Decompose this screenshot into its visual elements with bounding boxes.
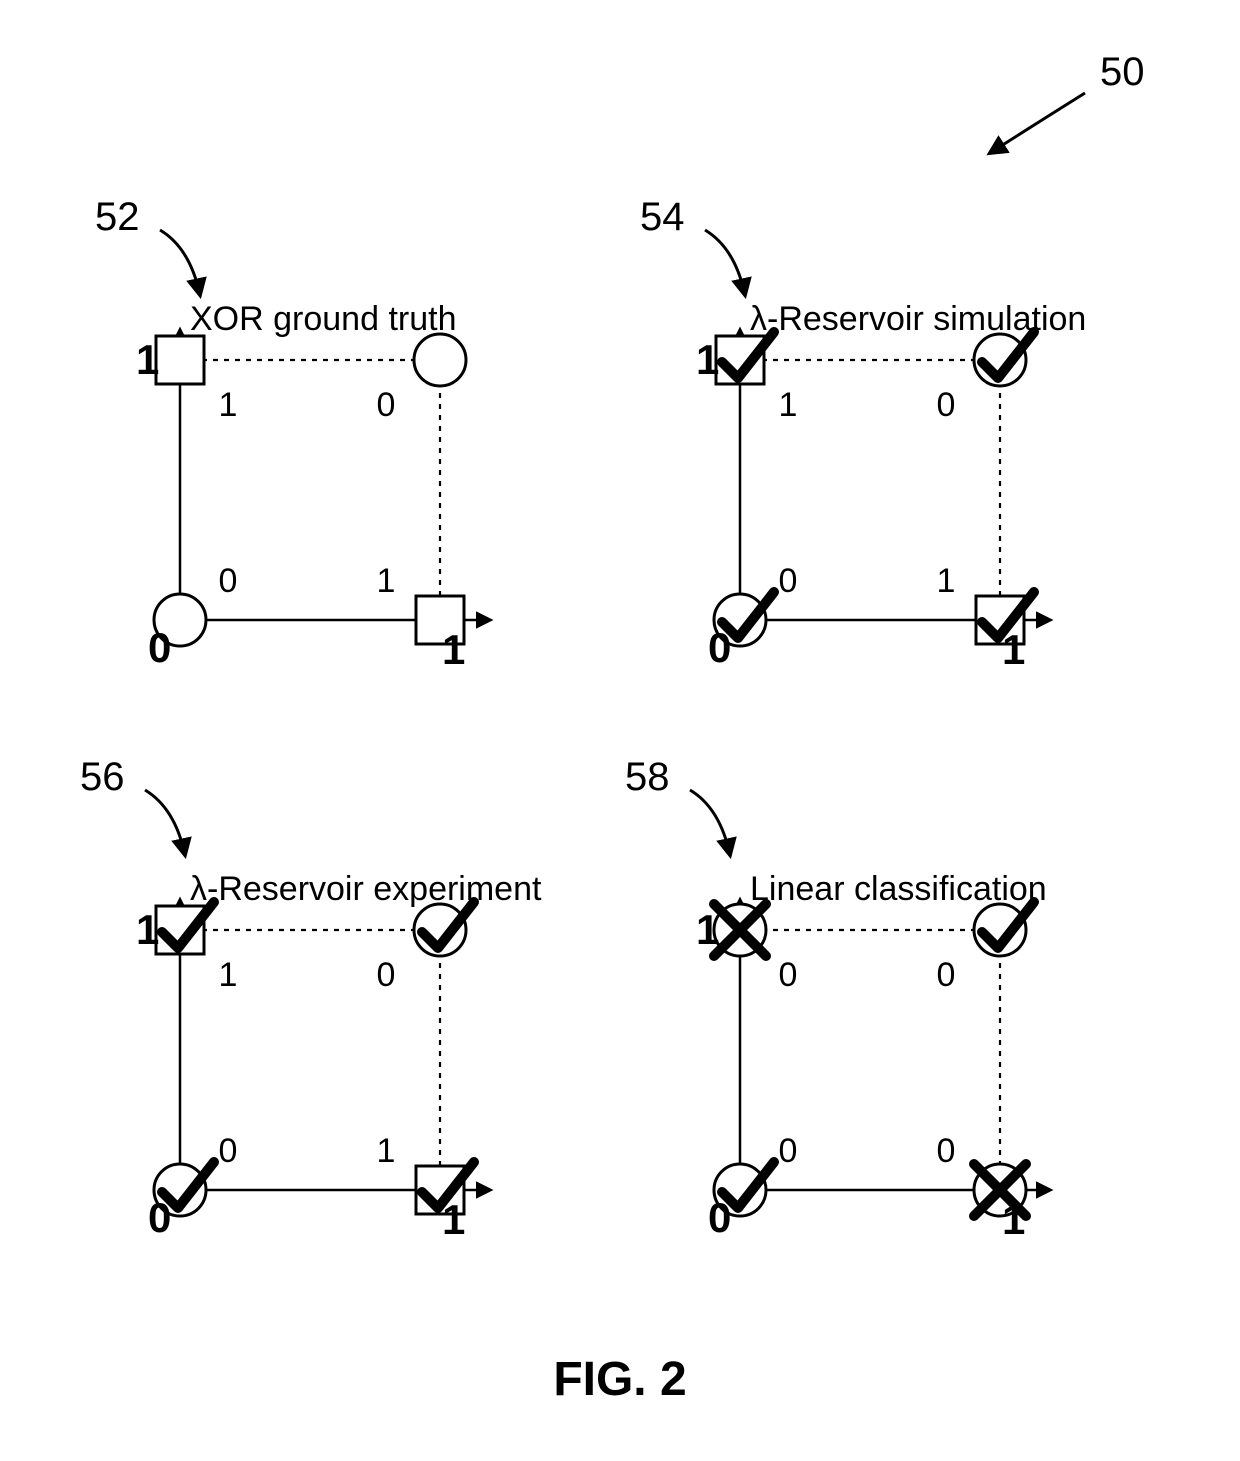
inner-label: 0	[779, 956, 798, 994]
panel-ref-52: 52	[95, 195, 140, 239]
inner-label: 0	[377, 386, 396, 424]
axis-label-0: 0	[708, 1194, 731, 1241]
inner-label: 0	[219, 1132, 238, 1170]
figure-svg: 50 52 XOR ground truth 1 0 0 1 0 1 1 54 λ-Reservoir…	[0, 0, 1240, 1461]
figure-caption: FIG. 2	[553, 1353, 686, 1406]
inner-label: 0	[779, 1132, 798, 1170]
inner-label: 0	[219, 562, 238, 600]
inner-label: 0	[937, 1132, 956, 1170]
inner-label: 1	[377, 562, 396, 600]
panel-title: XOR ground truth	[190, 300, 456, 338]
panel-ref-arrow	[160, 230, 200, 295]
inner-label: 1	[937, 562, 956, 600]
axis-label-x1: 1	[442, 626, 465, 673]
inner-label: 0	[779, 562, 798, 600]
panel-ref-58: 58	[625, 755, 670, 799]
axis-label-x1: 1	[442, 1196, 465, 1243]
figure-ref-50-arrow	[990, 93, 1085, 153]
inner-label: 1	[219, 386, 238, 424]
inner-label: 1	[377, 1132, 396, 1170]
panel-title: λ-Reservoir experiment	[190, 870, 542, 908]
panel-ref-54: 54	[640, 195, 685, 239]
axis-label-x1: 1	[1002, 626, 1025, 673]
axis-label-y1: 1	[696, 336, 719, 383]
inner-label: 0	[377, 956, 396, 994]
node-square	[156, 336, 204, 384]
panel-ref-56: 56	[80, 755, 125, 799]
axis-label-x1: 1	[1002, 1196, 1025, 1243]
inner-label: 0	[937, 386, 956, 424]
figure-ref-50: 50	[1100, 50, 1145, 94]
axis-label-y1: 1	[136, 906, 159, 953]
inner-label: 0	[937, 956, 956, 994]
inner-label: 1	[219, 956, 238, 994]
panel-ref-arrow	[145, 790, 185, 855]
node-circle	[414, 334, 466, 386]
axis-label-0: 0	[148, 1194, 171, 1241]
axis-label-y1: 1	[136, 336, 159, 383]
inner-label: 1	[779, 386, 798, 424]
panel-ref-arrow	[705, 230, 745, 295]
axis-label-0: 0	[708, 624, 731, 671]
panel-title: Linear classification	[750, 870, 1047, 908]
panel-ref-arrow	[690, 790, 730, 855]
axis-label-y1: 1	[696, 906, 719, 953]
axis-label-0: 0	[148, 624, 171, 671]
